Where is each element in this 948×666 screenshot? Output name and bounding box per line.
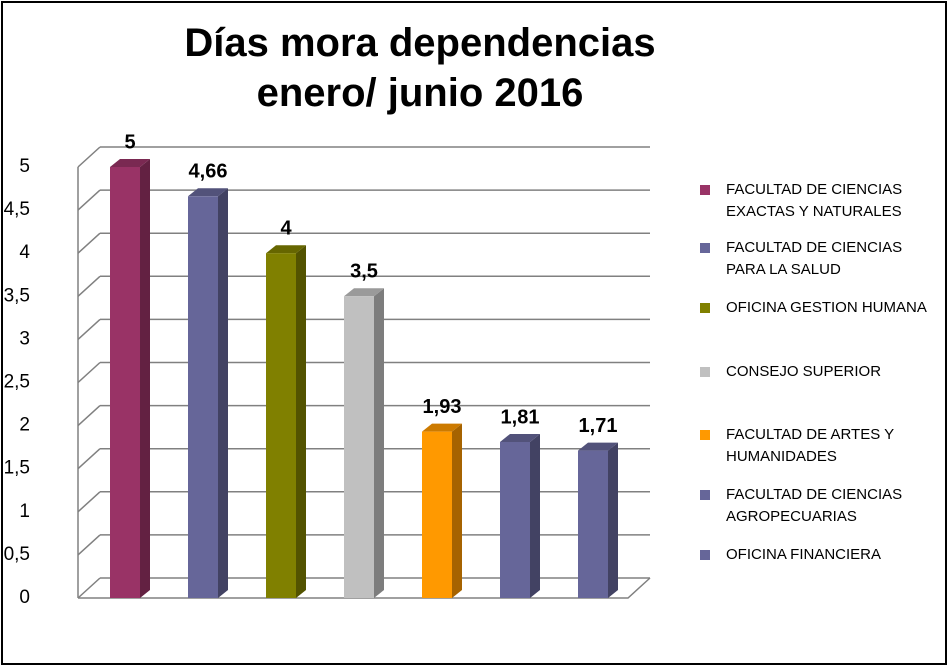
bar-side: [296, 245, 306, 598]
legend-swatch: [700, 490, 710, 500]
legend-label: CONSEJO SUPERIOR: [726, 363, 882, 380]
grid-line: [77, 577, 101, 599]
y-tick-label: 4: [19, 242, 30, 263]
bar-top: [500, 433, 540, 442]
legend-label: FACULTAD DE ARTES Y HUMANIDADES: [726, 426, 894, 465]
bar-side: [530, 433, 540, 598]
y-tick-label: 2,5: [4, 372, 30, 393]
bar: [266, 245, 306, 598]
y-tick-label: 0: [19, 587, 30, 608]
bar-side: [218, 188, 228, 599]
grid-line: [77, 491, 101, 513]
bar-top: [188, 188, 228, 197]
legend-label: OFICINA GESTION HUMANA: [726, 299, 927, 316]
bar-front: [110, 167, 140, 598]
legend-item: FACULTAD DE CIENCIAS PARA LA SALUD: [700, 237, 940, 281]
bar-top: [578, 442, 618, 451]
legend-item: FACULTAD DE CIENCIAS AGROPECUARIAS: [700, 484, 940, 528]
bar-front: [266, 253, 296, 598]
y-tick-label: 5: [19, 156, 30, 177]
legend-label: OFICINA FINANCIERA: [726, 546, 882, 563]
grid-line: [77, 361, 101, 384]
grid-line: [77, 448, 101, 470]
legend-item: FACULTAD DE CIENCIAS EXACTAS Y NATURALES: [700, 179, 940, 223]
bar-front: [500, 441, 530, 598]
bar-side: [608, 442, 618, 598]
legend-item: OFICINA FINANCIERA: [700, 544, 940, 566]
bar: [188, 188, 228, 599]
value-label: 5: [124, 131, 135, 153]
bar: [578, 442, 618, 598]
legend-label: FACULTAD DE CIENCIAS EXACTAS Y NATURALES: [726, 181, 903, 220]
legend-item: CONSEJO SUPERIOR: [700, 361, 940, 383]
value-label: 3,5: [350, 261, 378, 283]
value-label: 1,71: [579, 415, 618, 437]
y-tick-label: 1,5: [4, 458, 30, 479]
legend-swatch: [700, 367, 710, 377]
grid-line: [77, 405, 101, 427]
floor: [78, 577, 651, 599]
legend-swatch: [700, 185, 710, 195]
legend-item: FACULTAD DE ARTES Y HUMANIDADES: [700, 424, 940, 468]
legend-label: FACULTAD DE CIENCIAS AGROPECUARIAS: [726, 486, 903, 525]
y-tick-label: 2: [19, 415, 30, 436]
grid-line: [77, 146, 101, 168]
legend-swatch: [700, 243, 710, 253]
bar-side: [374, 288, 384, 598]
bar-front: [188, 196, 218, 599]
bar-front: [578, 450, 608, 598]
bar: [422, 423, 462, 598]
bar-top: [344, 288, 384, 297]
value-label: 1,93: [423, 396, 462, 418]
legend-item: OFICINA GESTION HUMANA: [700, 297, 940, 319]
grid-line: [77, 534, 101, 556]
value-label: 4,66: [189, 161, 228, 183]
bar-top: [266, 245, 306, 254]
grid-line: [77, 275, 101, 297]
y-tick-label: 4,5: [4, 199, 30, 220]
grid-line: [77, 189, 101, 211]
bar-front: [344, 296, 374, 598]
value-label: 4: [280, 217, 292, 239]
bar-side: [452, 423, 462, 598]
y-tick-label: 1: [19, 501, 30, 522]
value-label: 1,81: [501, 406, 540, 428]
y-tick-label: 0,5: [4, 544, 30, 565]
bar: [500, 433, 540, 598]
y-tick-label: 3,5: [4, 285, 30, 306]
grid-line: [77, 318, 101, 340]
bar-top: [110, 159, 150, 167]
bar-top: [422, 423, 462, 432]
legend-swatch: [700, 303, 710, 313]
bar-front: [422, 431, 452, 598]
legend-label: FACULTAD DE CIENCIAS PARA LA SALUD: [726, 239, 903, 278]
bar: [344, 288, 384, 598]
legend-swatch: [700, 550, 710, 560]
bar-side: [140, 159, 150, 598]
grid-line: [77, 232, 101, 254]
bar: [110, 159, 150, 598]
chart-title: Días mora dependencias enero/ junio 2016: [184, 21, 656, 115]
legend-swatch: [700, 430, 710, 440]
y-tick-label: 3: [19, 328, 30, 349]
